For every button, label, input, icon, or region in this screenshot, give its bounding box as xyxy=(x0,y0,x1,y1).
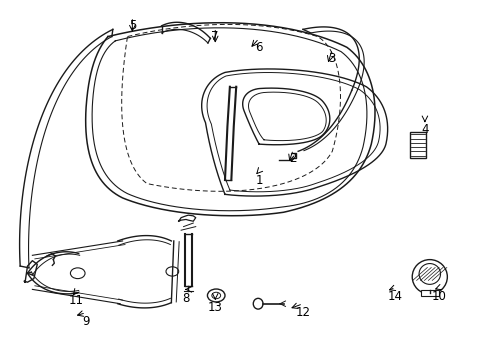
Text: 14: 14 xyxy=(387,290,402,303)
Ellipse shape xyxy=(411,260,447,294)
Text: 10: 10 xyxy=(431,290,446,303)
Text: 7: 7 xyxy=(211,30,219,43)
Text: 11: 11 xyxy=(69,294,83,307)
Text: 3: 3 xyxy=(328,51,335,64)
Text: 6: 6 xyxy=(255,41,263,54)
Circle shape xyxy=(165,267,178,276)
Text: 5: 5 xyxy=(128,19,136,32)
Circle shape xyxy=(70,268,85,279)
Text: 1: 1 xyxy=(255,174,263,186)
Text: 9: 9 xyxy=(82,315,90,328)
Text: 4: 4 xyxy=(420,123,428,136)
Bar xyxy=(420,291,438,296)
Text: 12: 12 xyxy=(295,306,310,319)
Text: 8: 8 xyxy=(182,292,189,305)
Text: 2: 2 xyxy=(289,152,296,165)
Text: 13: 13 xyxy=(207,301,222,314)
Bar xyxy=(409,132,425,158)
